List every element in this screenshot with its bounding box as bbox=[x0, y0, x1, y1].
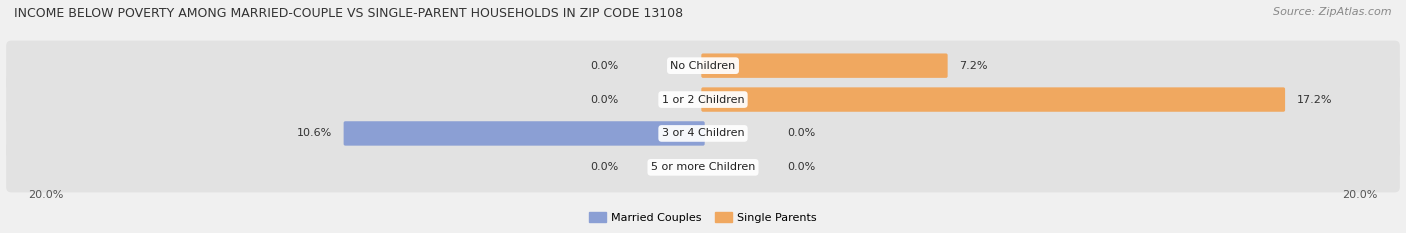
Text: 0.0%: 0.0% bbox=[591, 95, 619, 105]
FancyBboxPatch shape bbox=[6, 108, 1400, 158]
FancyBboxPatch shape bbox=[343, 121, 704, 146]
FancyBboxPatch shape bbox=[702, 53, 948, 78]
Text: 1 or 2 Children: 1 or 2 Children bbox=[662, 95, 744, 105]
Text: 17.2%: 17.2% bbox=[1296, 95, 1333, 105]
Text: No Children: No Children bbox=[671, 61, 735, 71]
Text: INCOME BELOW POVERTY AMONG MARRIED-COUPLE VS SINGLE-PARENT HOUSEHOLDS IN ZIP COD: INCOME BELOW POVERTY AMONG MARRIED-COUPL… bbox=[14, 7, 683, 20]
Text: 0.0%: 0.0% bbox=[787, 128, 815, 138]
FancyBboxPatch shape bbox=[6, 142, 1400, 192]
Text: 10.6%: 10.6% bbox=[297, 128, 332, 138]
Text: 20.0%: 20.0% bbox=[1343, 190, 1378, 200]
Text: 0.0%: 0.0% bbox=[591, 61, 619, 71]
Text: 20.0%: 20.0% bbox=[28, 190, 63, 200]
FancyBboxPatch shape bbox=[702, 87, 1285, 112]
Text: 5 or more Children: 5 or more Children bbox=[651, 162, 755, 172]
Text: Source: ZipAtlas.com: Source: ZipAtlas.com bbox=[1274, 7, 1392, 17]
Text: 7.2%: 7.2% bbox=[959, 61, 988, 71]
Legend: Married Couples, Single Parents: Married Couples, Single Parents bbox=[585, 208, 821, 227]
FancyBboxPatch shape bbox=[6, 41, 1400, 91]
Text: 0.0%: 0.0% bbox=[787, 162, 815, 172]
Text: 0.0%: 0.0% bbox=[591, 162, 619, 172]
FancyBboxPatch shape bbox=[6, 75, 1400, 125]
Text: 3 or 4 Children: 3 or 4 Children bbox=[662, 128, 744, 138]
